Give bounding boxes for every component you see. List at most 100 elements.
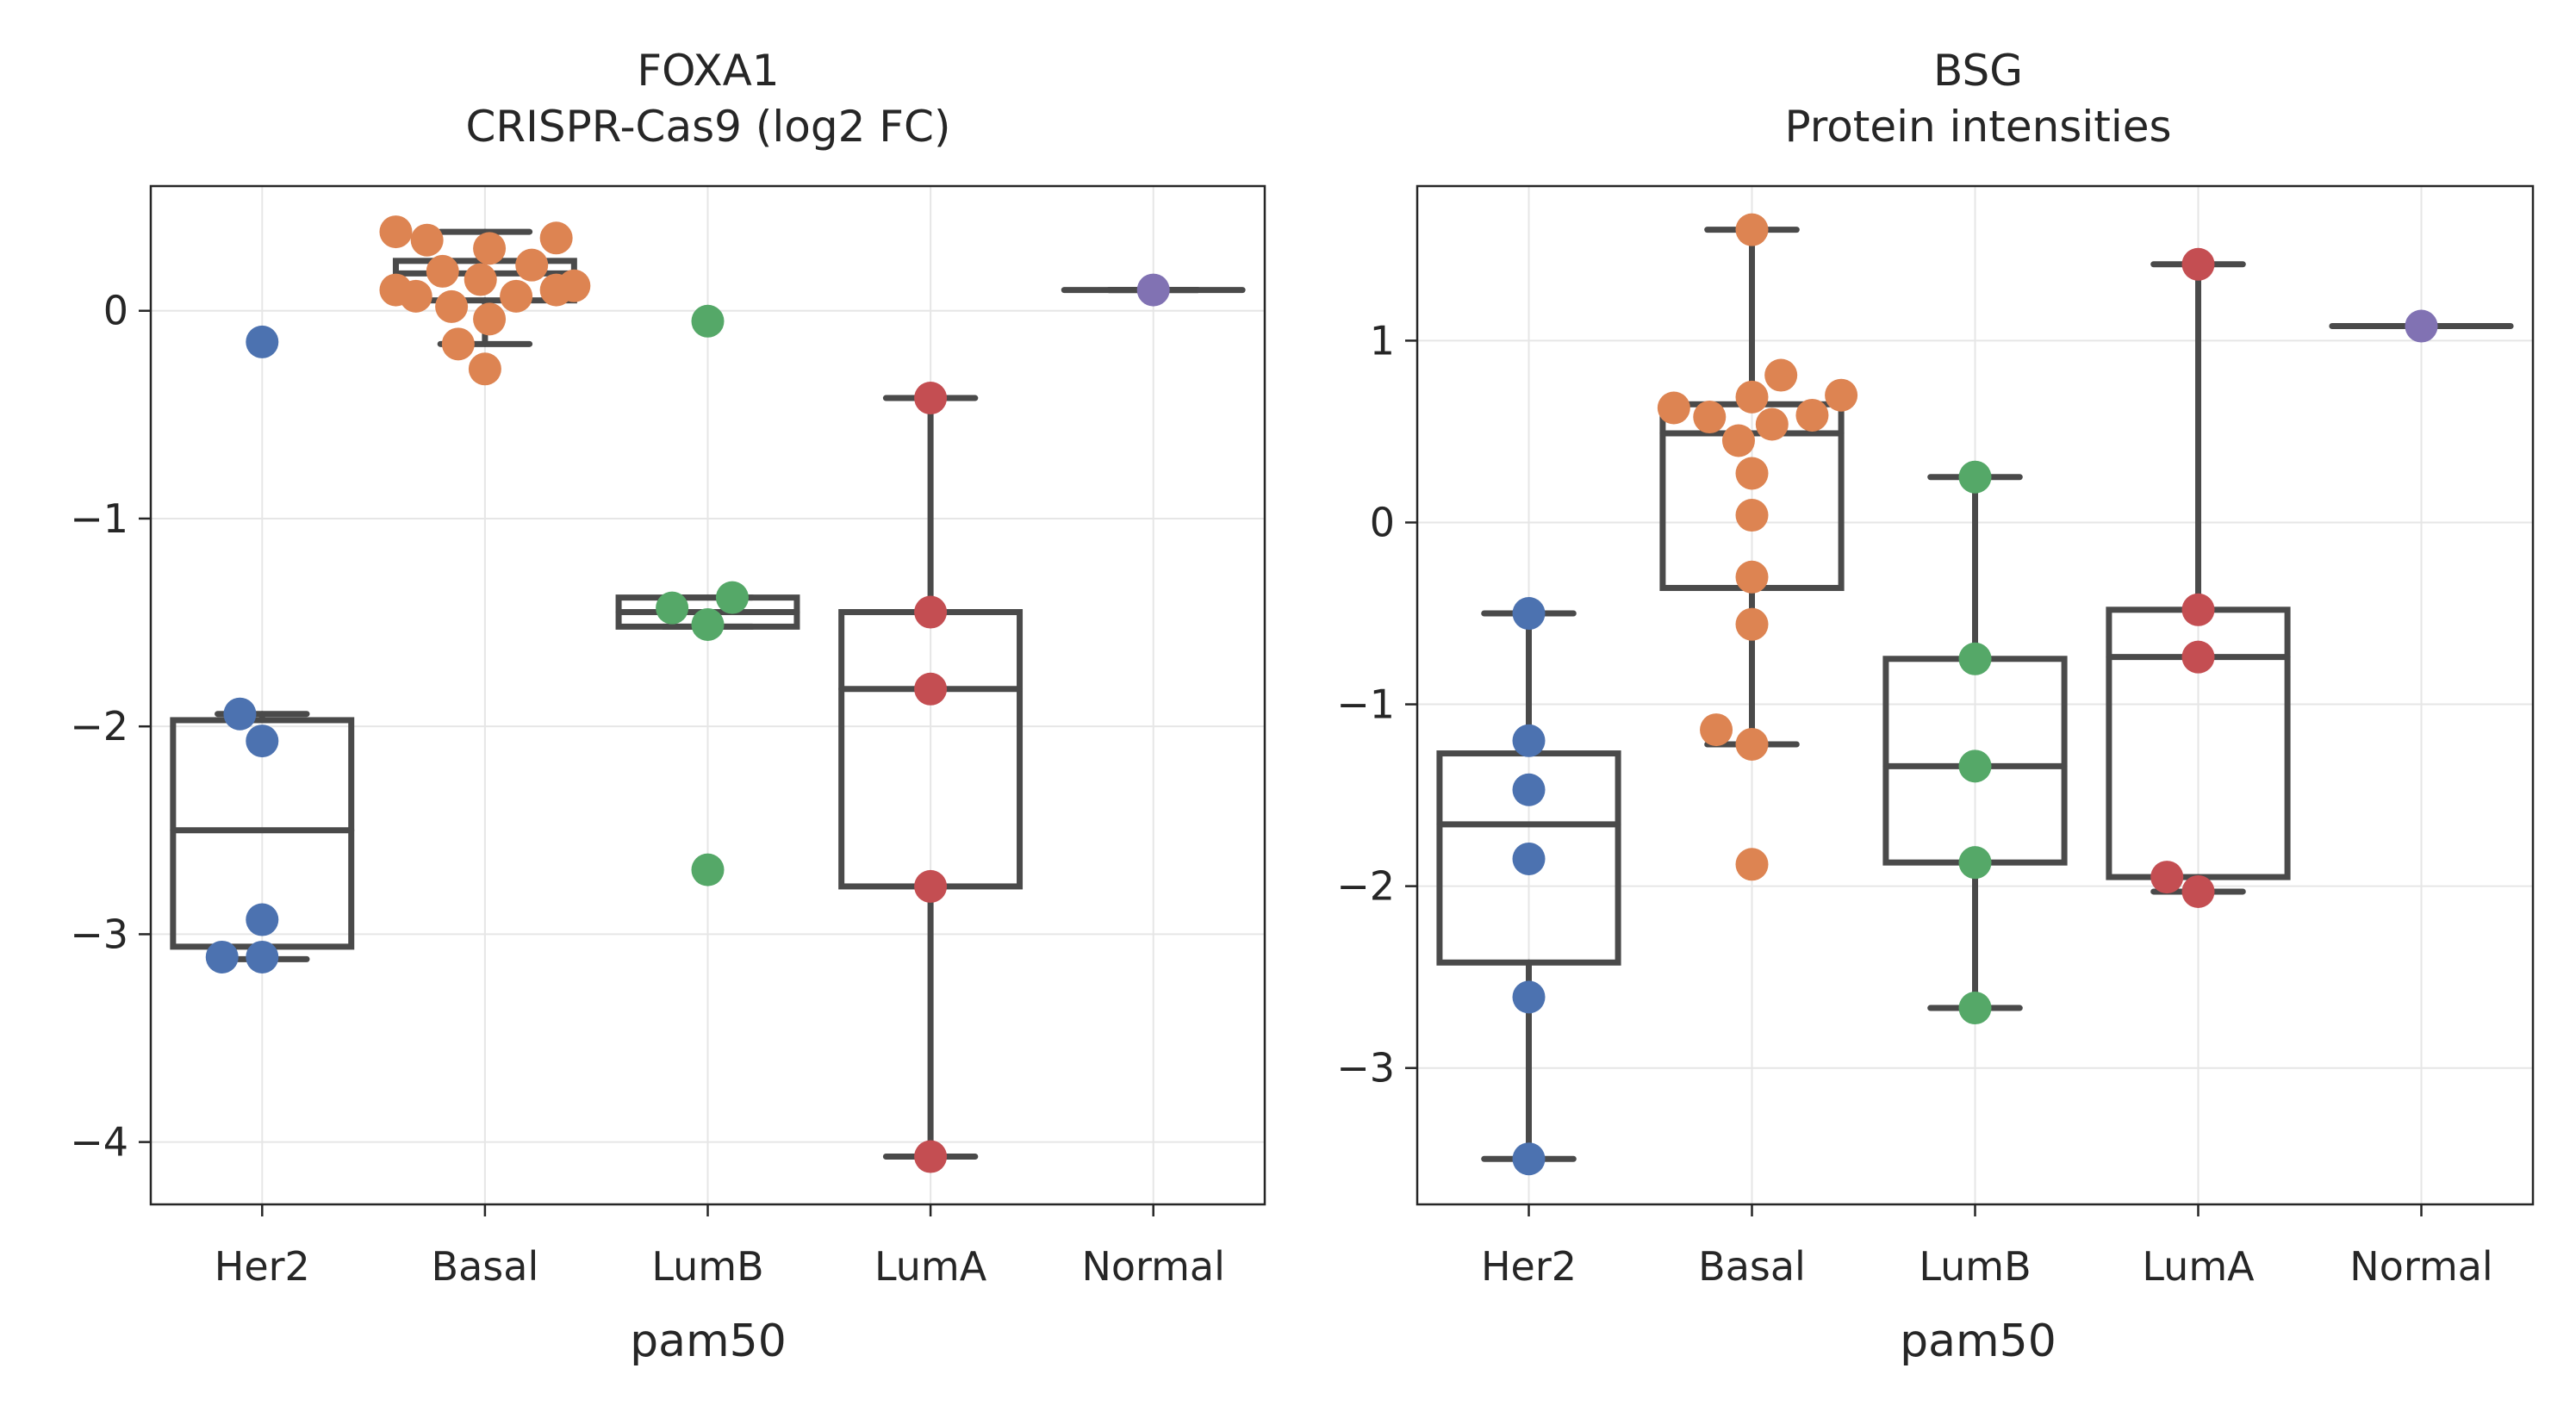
data-point-lumb	[1958, 750, 1992, 783]
chart-title-line2: Protein intensities	[1784, 102, 2171, 152]
data-point-her2	[246, 725, 279, 758]
data-point-her2	[1512, 597, 1546, 631]
data-point-her2	[246, 325, 279, 358]
data-point-luma	[914, 672, 948, 706]
data-point-basal	[1657, 391, 1690, 425]
data-point-basal	[515, 248, 549, 282]
data-point-basal	[1795, 398, 1829, 432]
data-point-basal	[1735, 380, 1769, 414]
points	[205, 215, 1170, 1173]
y-axis: 1 0 −1 −2 −3	[1336, 317, 1417, 1092]
data-point-her2	[223, 697, 257, 731]
data-point-basal	[464, 263, 497, 296]
data-point-luma	[2181, 247, 2215, 281]
data-point-luma	[914, 869, 948, 903]
data-point-basal	[539, 221, 573, 255]
data-point-lumb	[691, 304, 725, 338]
data-point-her2	[246, 903, 279, 936]
data-point-her2	[1512, 1142, 1546, 1176]
data-point-lumb	[691, 607, 725, 641]
data-point-luma	[2181, 593, 2215, 626]
chart-title-line1: BSG	[1933, 46, 2023, 96]
data-point-basal	[1735, 457, 1769, 490]
data-point-her2	[205, 940, 239, 973]
x-axis: Her2 Basal LumB LumA Normal	[1481, 1204, 2493, 1290]
data-point-basal	[539, 273, 573, 307]
data-point-basal	[1735, 607, 1769, 641]
x-axis-label: pam50	[1900, 1316, 2056, 1367]
data-point-luma	[2150, 861, 2184, 894]
x-tick-label: LumB	[1919, 1243, 2031, 1290]
chart-title-line1: FOXA1	[637, 46, 779, 96]
data-point-lumb	[691, 853, 725, 886]
data-point-basal	[1825, 378, 1858, 412]
y-tick-label: −2	[1336, 863, 1395, 910]
y-tick-label: −3	[1336, 1045, 1395, 1092]
data-point-lumb	[1958, 846, 1992, 880]
y-tick-label: −1	[70, 495, 128, 542]
y-tick-label: −1	[1336, 681, 1395, 728]
data-point-basal	[473, 302, 507, 336]
data-point-her2	[246, 940, 279, 973]
data-point-lumb	[1958, 992, 1992, 1025]
data-point-basal	[399, 279, 432, 313]
x-tick-label: LumB	[651, 1243, 763, 1290]
data-point-luma	[914, 1140, 948, 1173]
data-point-her2	[1512, 773, 1546, 806]
data-point-lumb	[715, 581, 749, 614]
data-point-basal	[1735, 727, 1769, 761]
x-tick-label: Normal	[2349, 1243, 2492, 1290]
x-tick-label: Her2	[215, 1243, 310, 1290]
data-point-normal	[2405, 309, 2438, 343]
data-point-basal	[1721, 424, 1755, 457]
x-tick-label: Normal	[1081, 1243, 1224, 1290]
x-axis: Her2 Basal LumB LumA Normal	[215, 1204, 1225, 1290]
data-point-basal	[1735, 560, 1769, 594]
y-tick-label: −4	[70, 1119, 128, 1166]
y-tick-label: 0	[1370, 499, 1395, 545]
data-point-normal	[1136, 273, 1170, 307]
data-point-basal	[1755, 407, 1789, 441]
points	[1512, 213, 2438, 1176]
data-point-basal	[1693, 401, 1727, 434]
data-point-lumb	[656, 591, 689, 625]
data-point-basal	[1700, 713, 1733, 747]
data-point-basal	[426, 254, 459, 288]
data-point-basal	[1735, 848, 1769, 881]
x-axis-label: pam50	[630, 1316, 787, 1367]
data-point-basal	[1735, 499, 1769, 532]
data-point-lumb	[1958, 460, 1992, 494]
data-point-basal	[435, 289, 469, 323]
data-point-basal	[500, 279, 533, 313]
x-tick-label: Basal	[1698, 1243, 1806, 1290]
x-tick-label: LumA	[874, 1243, 987, 1290]
x-tick-label: Basal	[432, 1243, 539, 1290]
x-tick-label: Her2	[1481, 1243, 1577, 1290]
data-point-basal	[379, 215, 413, 249]
data-point-her2	[1512, 980, 1546, 1014]
data-point-basal	[410, 223, 444, 257]
data-point-luma	[2181, 874, 2215, 908]
data-point-lumb	[1958, 642, 1992, 675]
data-point-luma	[914, 382, 948, 415]
y-tick-label: 1	[1370, 317, 1395, 364]
y-tick-label: −2	[70, 703, 128, 750]
data-point-basal	[473, 232, 507, 265]
data-point-basal	[1764, 358, 1798, 392]
data-point-luma	[2181, 640, 2215, 674]
data-point-her2	[1512, 842, 1546, 875]
data-point-basal	[1735, 213, 1769, 246]
y-tick-label: −3	[70, 911, 128, 957]
data-point-basal	[468, 352, 501, 386]
data-point-her2	[1512, 724, 1546, 757]
chart-title-line2: CRISPR-Cas9 (log2 FC)	[466, 102, 951, 152]
x-tick-label: LumA	[2142, 1243, 2255, 1290]
y-axis: 0 −1 −2 −3 −4	[70, 288, 151, 1166]
data-point-luma	[914, 595, 948, 629]
grid	[1417, 186, 2533, 1204]
panel-foxa1: FOXA1 CRISPR-Cas9 (log2 FC) 0 −1 −2 −3 −4 He…	[70, 46, 1266, 1367]
y-tick-label: 0	[103, 288, 128, 334]
panel-bsg: BSG Protein intensities 1 0 −1 −2 −3 Her2 Bas…	[1336, 46, 2535, 1367]
grid	[151, 186, 1265, 1204]
